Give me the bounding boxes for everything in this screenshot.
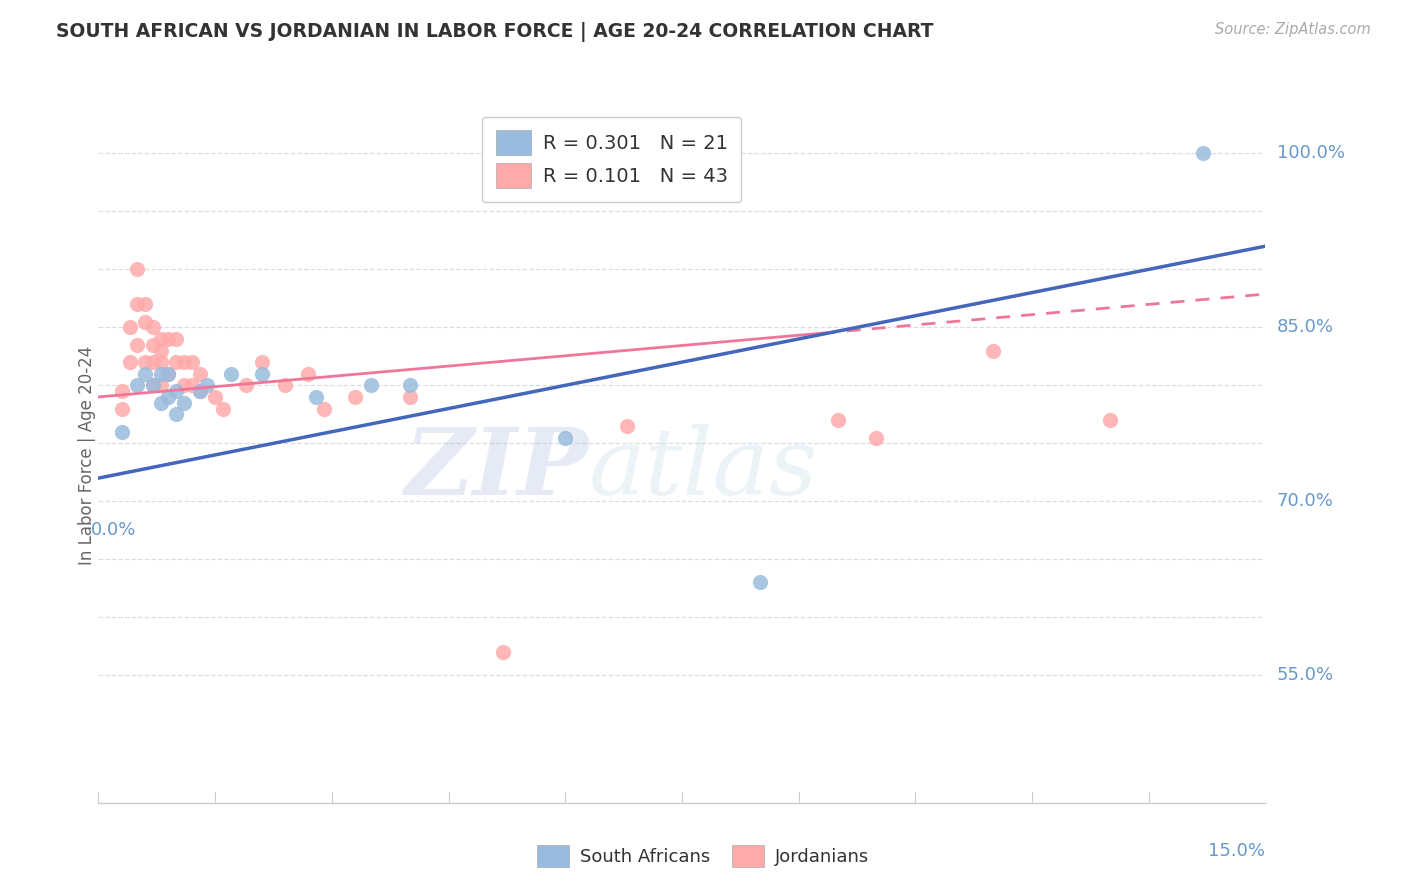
Point <box>204 390 226 404</box>
Point <box>157 367 180 381</box>
Point <box>134 297 156 311</box>
Point <box>142 338 165 352</box>
Legend: R = 0.301   N = 21, R = 0.101   N = 43: R = 0.301 N = 21, R = 0.101 N = 43 <box>482 117 741 202</box>
Text: atlas: atlas <box>589 424 818 514</box>
Point <box>134 367 156 381</box>
Point <box>865 431 887 445</box>
Legend: South Africans, Jordanians: South Africans, Jordanians <box>530 838 876 874</box>
Point <box>1192 146 1215 161</box>
Point <box>212 401 235 416</box>
Text: 0.0%: 0.0% <box>90 521 136 539</box>
Point <box>111 384 134 398</box>
Point <box>1098 413 1121 427</box>
Text: 85.0%: 85.0% <box>1277 318 1333 336</box>
Text: SOUTH AFRICAN VS JORDANIAN IN LABOR FORCE | AGE 20-24 CORRELATION CHART: SOUTH AFRICAN VS JORDANIAN IN LABOR FORC… <box>56 22 934 42</box>
Point <box>127 378 149 392</box>
Point <box>312 401 335 416</box>
Point <box>142 378 165 392</box>
Text: 70.0%: 70.0% <box>1277 492 1333 510</box>
Text: Source: ZipAtlas.com: Source: ZipAtlas.com <box>1215 22 1371 37</box>
Point <box>165 384 187 398</box>
Point <box>157 390 180 404</box>
Point <box>554 431 576 445</box>
Point <box>250 367 273 381</box>
Point <box>134 315 156 329</box>
Text: ZIP: ZIP <box>405 424 589 514</box>
Point <box>344 390 367 404</box>
Point <box>274 378 297 392</box>
Point <box>165 355 187 369</box>
Point <box>827 413 849 427</box>
Point <box>492 645 515 659</box>
Point <box>157 367 180 381</box>
Point <box>173 378 195 392</box>
Point <box>250 355 273 369</box>
Y-axis label: In Labor Force | Age 20-24: In Labor Force | Age 20-24 <box>79 345 96 565</box>
Point <box>149 343 172 358</box>
Point <box>180 378 202 392</box>
Point <box>616 419 638 434</box>
Point <box>398 378 420 392</box>
Point <box>173 355 195 369</box>
Point <box>188 384 211 398</box>
Point <box>142 378 165 392</box>
Point <box>188 384 211 398</box>
Point <box>180 355 202 369</box>
Point <box>173 396 195 410</box>
Point <box>118 320 141 334</box>
Point <box>127 338 149 352</box>
Point <box>149 355 172 369</box>
Point <box>127 262 149 277</box>
Text: 55.0%: 55.0% <box>1277 666 1334 684</box>
Point <box>134 355 156 369</box>
Point <box>981 343 1004 358</box>
Point <box>111 425 134 439</box>
Point <box>305 390 328 404</box>
Point <box>127 297 149 311</box>
Point <box>195 378 218 392</box>
Point <box>142 355 165 369</box>
Point <box>149 367 172 381</box>
Point <box>360 378 382 392</box>
Point <box>165 332 187 346</box>
Point <box>165 407 187 422</box>
Point <box>149 378 172 392</box>
Point <box>219 367 242 381</box>
Point <box>157 332 180 346</box>
Point <box>142 320 165 334</box>
Point <box>398 390 420 404</box>
Point <box>149 332 172 346</box>
Point <box>111 401 134 416</box>
Point <box>235 378 257 392</box>
Point <box>118 355 141 369</box>
Point <box>188 367 211 381</box>
Point <box>297 367 319 381</box>
Point <box>149 396 172 410</box>
Text: 15.0%: 15.0% <box>1208 842 1265 860</box>
Point <box>748 575 770 590</box>
Text: 100.0%: 100.0% <box>1277 145 1344 162</box>
